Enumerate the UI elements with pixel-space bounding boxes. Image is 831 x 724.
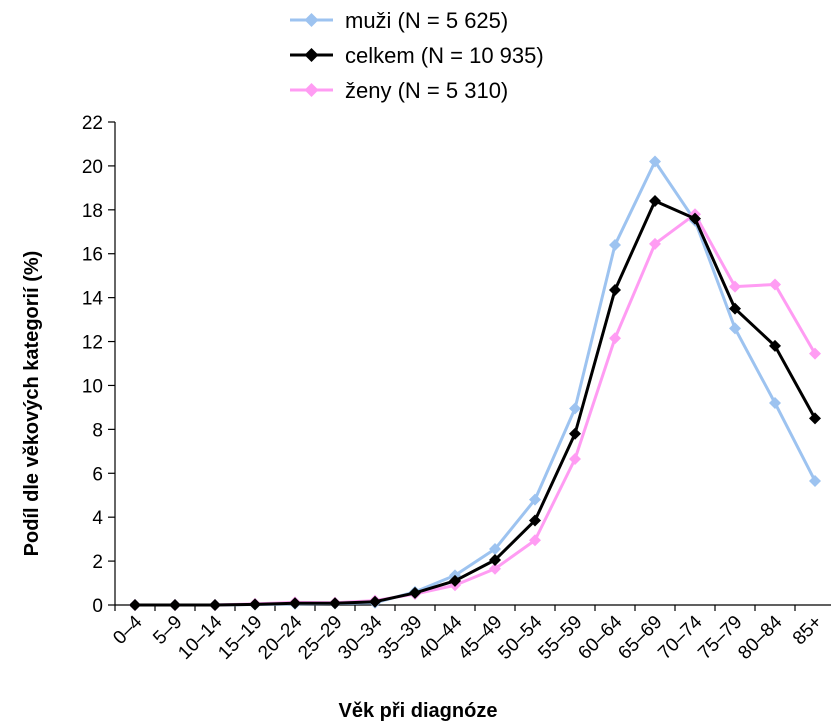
y-axis-title: Podíl dle věkových kategorií (%) xyxy=(21,251,43,557)
y-axis: 0 2 4 6 8 10 12 14 16 18 20 22 xyxy=(82,113,116,617)
data-point xyxy=(529,514,541,527)
legend-label: muži (N = 5 625) xyxy=(345,8,508,33)
y-tick-label: 16 xyxy=(82,245,103,266)
data-point xyxy=(729,280,741,293)
data-point xyxy=(329,597,341,610)
data-point xyxy=(689,212,701,225)
data-point xyxy=(129,599,141,611)
x-tick-label: 70–74 xyxy=(654,611,707,664)
data-point xyxy=(409,586,421,599)
data-point xyxy=(489,543,501,556)
y-tick-label: 10 xyxy=(82,376,103,397)
data-point xyxy=(609,332,621,345)
x-tick-label: 55–59 xyxy=(534,612,586,664)
y-tick-label: 18 xyxy=(82,201,103,222)
series-layer xyxy=(129,155,821,611)
x-tick-label: 75–79 xyxy=(694,612,746,664)
y-tick-label: 4 xyxy=(92,508,103,529)
y-tick-label: 14 xyxy=(82,289,104,310)
x-tick-label: 50–54 xyxy=(494,611,547,664)
y-tick-label: 6 xyxy=(92,464,103,485)
x-tick-label: 20–24 xyxy=(254,611,307,664)
data-point xyxy=(609,283,621,296)
data-point xyxy=(489,553,501,566)
y-tick-label: 2 xyxy=(92,552,103,573)
data-point xyxy=(649,155,661,168)
data-point xyxy=(489,562,501,575)
data-point xyxy=(289,597,301,610)
data-point xyxy=(449,574,461,587)
x-axis: 0–4 5–910–1415–1920–2425–2930–3435–3940–4… xyxy=(109,604,831,664)
data-point xyxy=(249,598,261,611)
data-point xyxy=(649,195,661,208)
data-point xyxy=(649,237,661,250)
data-point xyxy=(809,347,821,360)
data-point xyxy=(529,534,541,547)
y-tick-label: 8 xyxy=(92,420,103,441)
x-tick-label: 10–14 xyxy=(174,611,227,664)
data-point xyxy=(169,599,181,611)
legend-swatch-marker xyxy=(304,13,319,27)
data-point xyxy=(369,595,381,608)
y-tick-label: 0 xyxy=(92,596,103,617)
data-point xyxy=(769,278,781,291)
data-point xyxy=(609,238,621,251)
data-point xyxy=(769,397,781,410)
data-point xyxy=(569,453,581,466)
data-point xyxy=(809,474,821,487)
x-tick-label: 60–64 xyxy=(574,611,627,664)
x-tick-label: 40–44 xyxy=(414,611,467,664)
y-tick-label: 20 xyxy=(82,157,103,178)
x-tick-label: 25–29 xyxy=(294,612,346,664)
x-tick-label: 65–69 xyxy=(614,612,666,664)
legend-label: celkem (N = 10 935) xyxy=(345,43,544,68)
data-point xyxy=(729,322,741,335)
x-tick-label: 0–4 xyxy=(109,611,147,649)
x-tick-label: 30–34 xyxy=(334,611,387,664)
x-tick-label: 45–49 xyxy=(454,612,506,664)
y-tick-label: 12 xyxy=(82,333,103,354)
data-point xyxy=(529,493,541,506)
x-tick-label: 15–19 xyxy=(214,612,266,664)
x-tick-label: 85+ xyxy=(789,612,827,650)
legend-label: ženy (N = 5 310) xyxy=(345,78,508,103)
series-line xyxy=(135,160,817,607)
data-point xyxy=(569,427,581,440)
x-tick-label: 80–84 xyxy=(734,611,787,664)
data-point xyxy=(769,339,781,352)
series-1 xyxy=(129,195,821,611)
data-point xyxy=(729,302,741,315)
legend-swatch-marker xyxy=(304,83,319,97)
x-tick-label: 35–39 xyxy=(374,612,426,664)
legend: muži (N = 5 625) celkem (N = 10 935) ženy … xyxy=(290,8,544,103)
x-axis-title: Věk při diagnóze xyxy=(339,700,498,722)
data-point xyxy=(209,599,221,611)
series-line xyxy=(135,199,817,607)
legend-swatch-marker xyxy=(304,48,319,62)
series-0 xyxy=(129,155,821,611)
data-point xyxy=(569,402,581,415)
data-point xyxy=(809,412,821,425)
y-tick-label: 22 xyxy=(82,113,103,134)
